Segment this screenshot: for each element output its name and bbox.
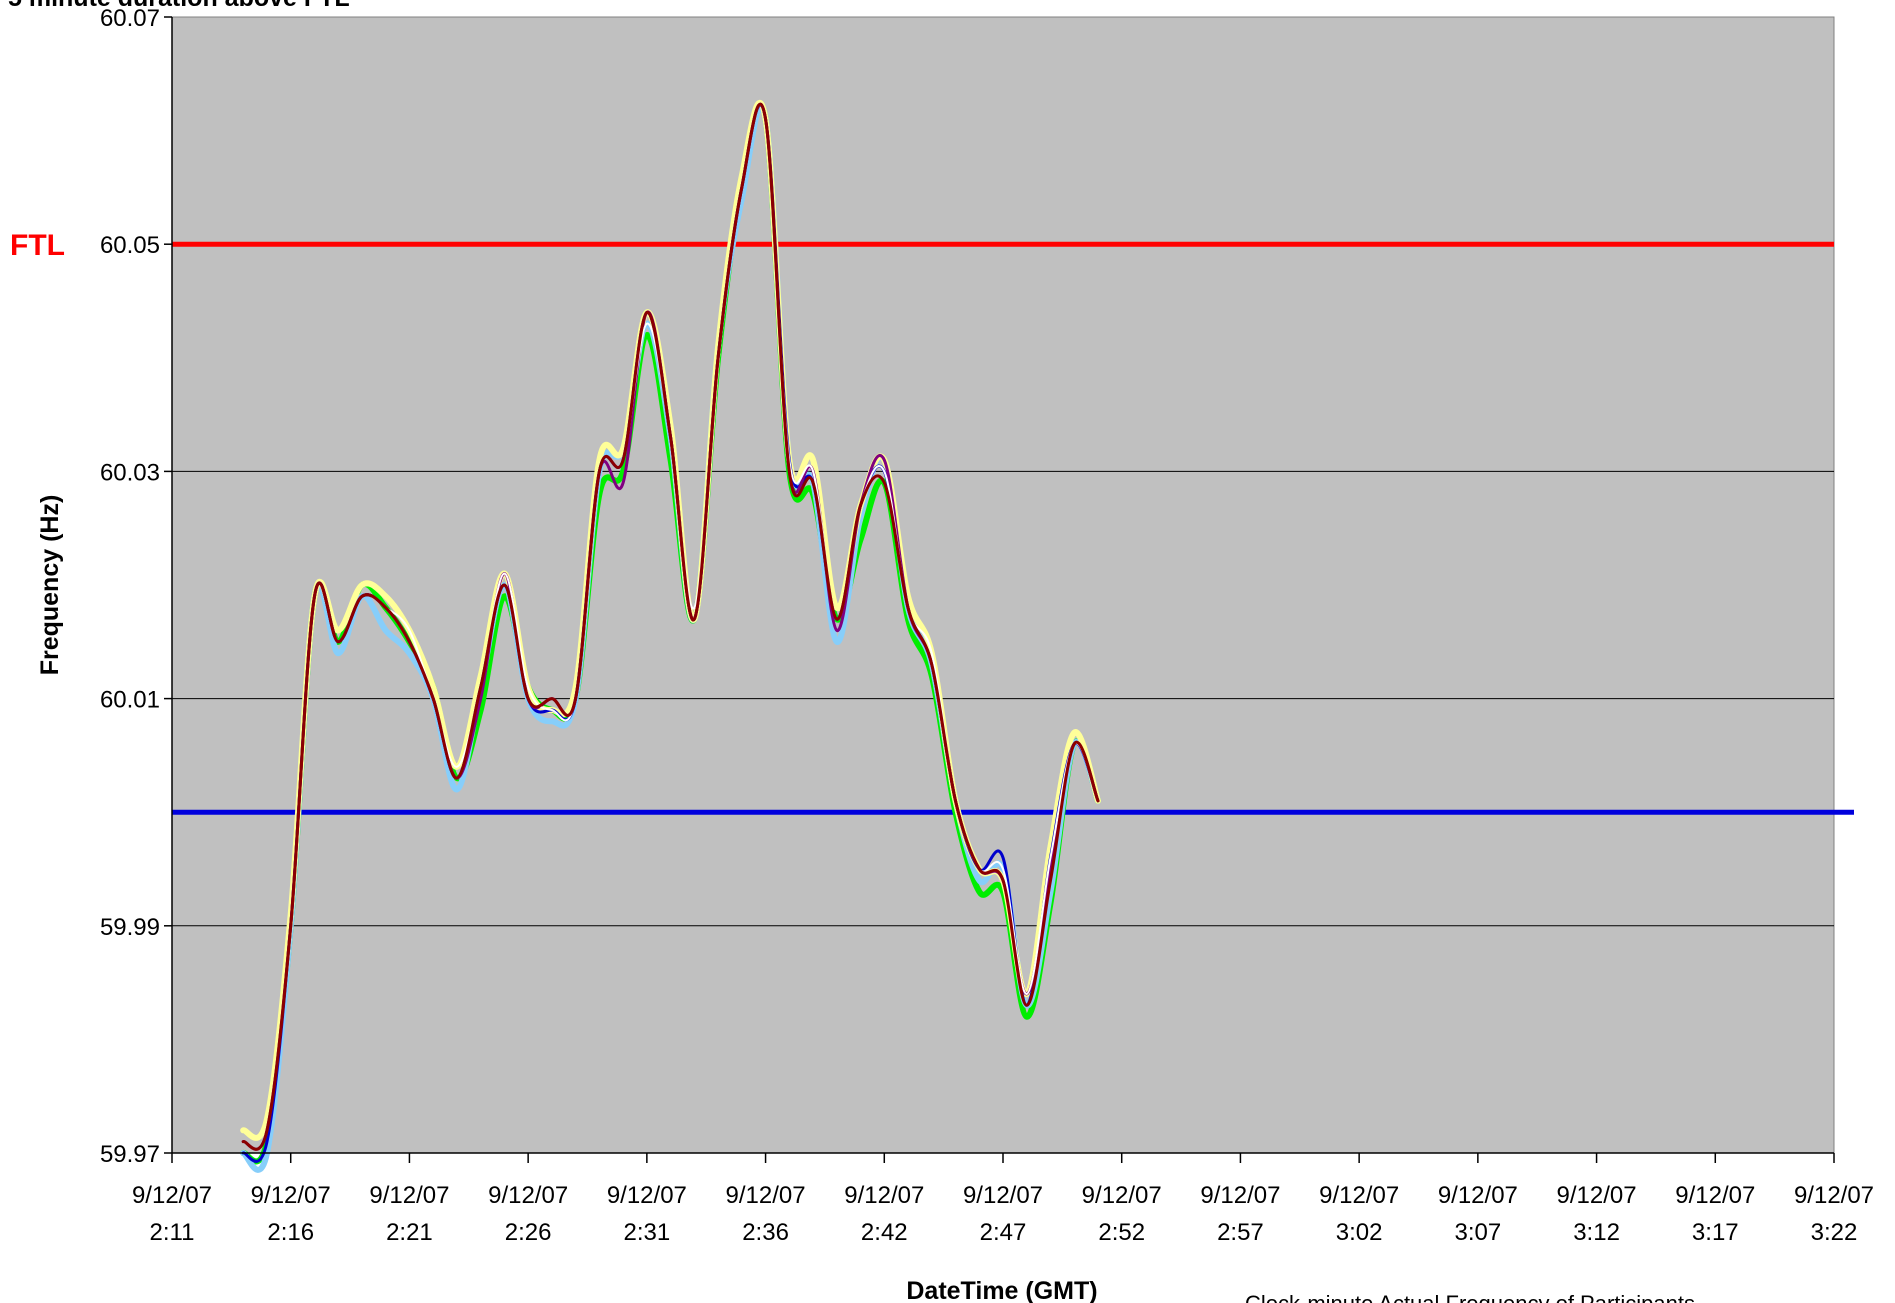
y-tick-label: 60.05 — [100, 232, 160, 259]
x-tick-date: 9/12/07 — [1082, 1182, 1162, 1209]
series-line-7 — [241, 102, 1100, 1151]
x-tick-time: 3:12 — [1573, 1219, 1620, 1246]
x-tick-time: 3:07 — [1454, 1219, 1501, 1246]
x-tick-date: 9/12/07 — [369, 1182, 449, 1209]
x-axis-ticks: 9/12/07 2:11 9/12/07 2:16 9/12/07 2:21 9/12/07… — [132, 1153, 1874, 1246]
y-tick-label: 59.97 — [100, 1141, 160, 1168]
x-tick-date: 9/12/07 — [1438, 1182, 1518, 1209]
reference-lines: FTL — [10, 229, 1854, 815]
x-tick-date: 9/12/07 — [607, 1182, 687, 1209]
x-tick-time: 2:11 — [150, 1219, 195, 1246]
x-tick-time: 2:31 — [623, 1219, 670, 1246]
x-tick-date: 9/12/07 — [844, 1182, 924, 1209]
x-tick-time: 2:36 — [742, 1219, 789, 1246]
ftl-label: FTL — [10, 229, 65, 262]
x-tick-time: 3:02 — [1336, 1219, 1383, 1246]
x-tick-time: 2:16 — [267, 1219, 314, 1246]
x-tick-date: 9/12/07 — [963, 1182, 1043, 1209]
x-tick-time: 2:26 — [505, 1219, 552, 1246]
x-tick-time: 3:22 — [1811, 1219, 1858, 1246]
plot-area — [171, 16, 1835, 1154]
x-tick-date: 9/12/07 — [1675, 1182, 1755, 1209]
footer-note: Clock-minute Actual Frequency of Partici… — [1245, 1291, 1695, 1303]
y-tick-label: 59.99 — [100, 914, 160, 941]
x-tick-time: 2:57 — [1217, 1219, 1264, 1246]
x-tick-time: 3:17 — [1692, 1219, 1739, 1246]
x-tick-time: 2:42 — [861, 1219, 908, 1246]
y-tick-label: 60.03 — [100, 459, 160, 486]
y-axis-title: Frequency (Hz) — [36, 495, 64, 676]
x-tick-date: 9/12/07 — [132, 1182, 212, 1209]
y-tick-label: 60.01 — [100, 687, 160, 714]
x-tick-date: 9/12/07 — [1794, 1182, 1874, 1209]
series-lines — [240, 99, 1101, 1173]
x-tick-date: 9/12/07 — [1319, 1182, 1399, 1209]
chart-title: 5 minute duration above FTL — [8, 0, 350, 12]
x-tick-date: 9/12/07 — [1200, 1182, 1280, 1209]
x-tick-time: 2:21 — [386, 1219, 433, 1246]
x-tick-date: 9/12/07 — [726, 1182, 806, 1209]
x-tick-time: 2:47 — [980, 1219, 1027, 1246]
x-tick-time: 2:52 — [1098, 1219, 1145, 1246]
y-tick-label: 60.07 — [100, 5, 160, 32]
x-tick-date: 9/12/07 — [488, 1182, 568, 1209]
y-axis-ticks: 59.97 59.99 60.01 60.03 60.05 60.07 — [100, 5, 172, 1168]
x-axis-title: DateTime (GMT) — [906, 1277, 1097, 1303]
x-tick-date: 9/12/07 — [1557, 1182, 1637, 1209]
x-tick-date: 9/12/07 — [251, 1182, 331, 1209]
